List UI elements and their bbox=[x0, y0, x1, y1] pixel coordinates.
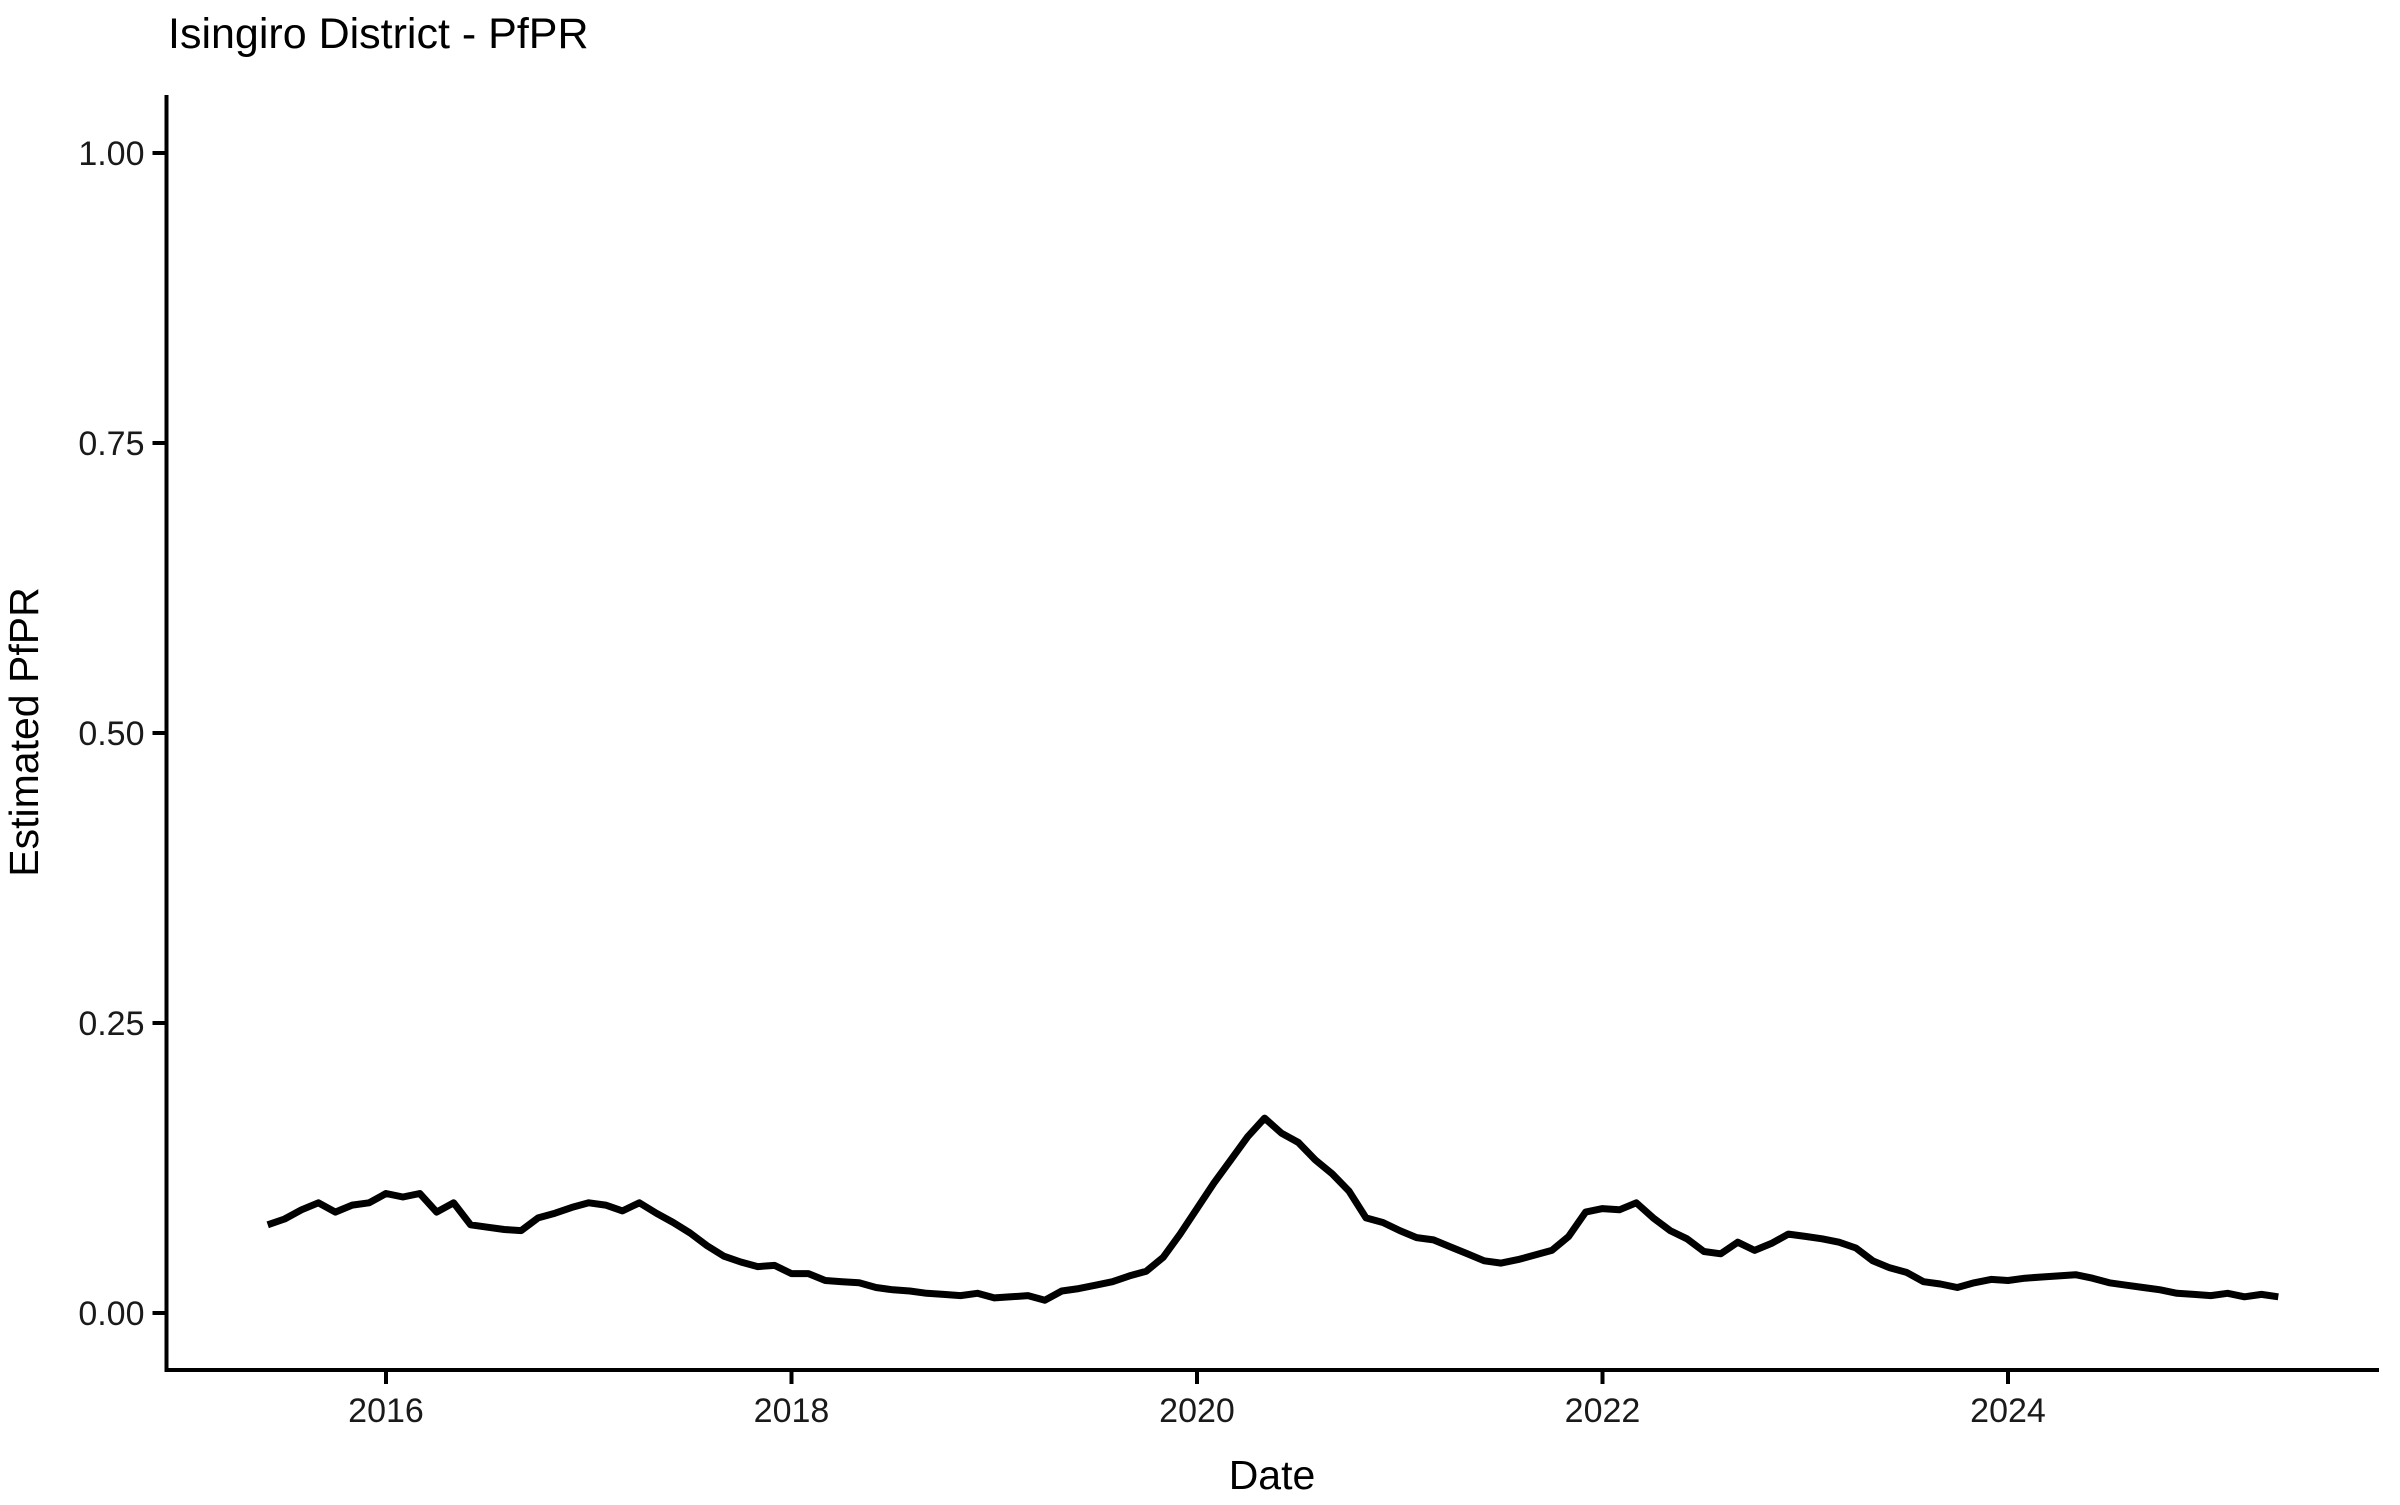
pfpr-data-line bbox=[266, 1114, 2279, 1304]
y-axis-title: Estimated PfPR bbox=[1, 587, 47, 876]
y-tick-label: 0.50 bbox=[78, 715, 144, 753]
x-tick-label: 2022 bbox=[1565, 1392, 1641, 1430]
x-tick-label: 2016 bbox=[348, 1392, 424, 1430]
y-tick-label: 1.00 bbox=[78, 135, 144, 173]
y-axis-ticks: 0.00 0.25 0.50 0.75 1.00 bbox=[78, 135, 167, 1333]
x-axis-ticks: 2016 2018 2020 2022 2024 bbox=[348, 1370, 2046, 1430]
x-axis-title: Date bbox=[1229, 1452, 1316, 1498]
chart-title: Isingiro District - PfPR bbox=[168, 10, 589, 58]
y-tick-label: 0.00 bbox=[78, 1295, 144, 1333]
axes bbox=[164, 95, 2379, 1372]
y-tick-label: 0.25 bbox=[78, 1005, 144, 1043]
x-tick-label: 2024 bbox=[1970, 1392, 2046, 1430]
x-tick-label: 2018 bbox=[754, 1392, 830, 1430]
x-tick-label: 2020 bbox=[1159, 1392, 1235, 1430]
y-tick-label: 0.75 bbox=[78, 425, 144, 463]
